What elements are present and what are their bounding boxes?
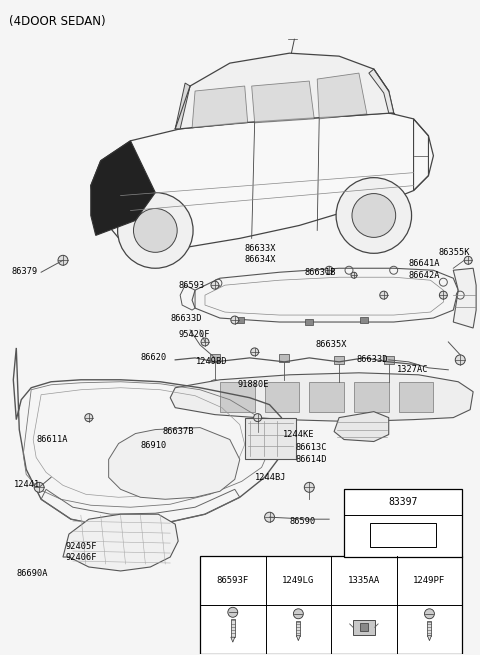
Polygon shape bbox=[91, 113, 433, 248]
Text: 86641A: 86641A bbox=[408, 259, 440, 268]
Circle shape bbox=[278, 380, 290, 392]
Circle shape bbox=[209, 380, 221, 392]
Polygon shape bbox=[170, 373, 473, 422]
Text: 1249LG: 1249LG bbox=[282, 576, 314, 585]
Text: 86633X: 86633X bbox=[245, 244, 276, 253]
Polygon shape bbox=[369, 69, 394, 113]
Circle shape bbox=[333, 382, 345, 394]
Bar bbox=[334, 356, 344, 364]
Circle shape bbox=[253, 414, 262, 422]
Polygon shape bbox=[334, 411, 389, 441]
Text: 86611A: 86611A bbox=[36, 435, 68, 444]
Circle shape bbox=[228, 607, 238, 617]
Polygon shape bbox=[192, 269, 458, 322]
Circle shape bbox=[383, 382, 395, 394]
Text: 1244KE: 1244KE bbox=[282, 430, 314, 439]
Text: 86614D: 86614D bbox=[295, 455, 327, 464]
Circle shape bbox=[351, 272, 357, 278]
Bar bbox=[210, 354, 220, 362]
Text: 86634X: 86634X bbox=[245, 255, 276, 264]
Polygon shape bbox=[175, 83, 190, 129]
Circle shape bbox=[439, 291, 447, 299]
Circle shape bbox=[133, 208, 177, 252]
Bar bbox=[344, 489, 462, 557]
Polygon shape bbox=[317, 73, 367, 119]
Circle shape bbox=[58, 255, 68, 265]
Bar bbox=[309, 382, 344, 411]
Polygon shape bbox=[175, 53, 394, 129]
Text: 86637B: 86637B bbox=[162, 427, 194, 436]
Text: 86633D: 86633D bbox=[357, 356, 388, 364]
Text: (4DOOR SEDAN): (4DOOR SEDAN) bbox=[9, 15, 106, 28]
Circle shape bbox=[34, 482, 44, 493]
Text: 86635X: 86635X bbox=[315, 341, 347, 349]
Text: 92405F: 92405F bbox=[66, 542, 97, 551]
Polygon shape bbox=[192, 86, 248, 128]
Bar bbox=[220, 382, 255, 411]
Text: 86631B: 86631B bbox=[304, 268, 336, 276]
Circle shape bbox=[293, 608, 303, 619]
Polygon shape bbox=[231, 637, 235, 642]
Text: 86642A: 86642A bbox=[408, 271, 440, 280]
Text: 1335AA: 1335AA bbox=[348, 576, 380, 585]
Circle shape bbox=[424, 608, 434, 619]
Text: 91880E: 91880E bbox=[238, 381, 269, 389]
Bar bbox=[384, 356, 394, 364]
Circle shape bbox=[211, 281, 219, 289]
Text: 1249BD: 1249BD bbox=[196, 358, 228, 366]
Circle shape bbox=[118, 193, 193, 269]
Bar bbox=[296, 621, 300, 636]
Circle shape bbox=[464, 256, 472, 264]
Bar bbox=[305, 319, 313, 325]
Text: 1244BJ: 1244BJ bbox=[255, 473, 286, 482]
Text: 1249PF: 1249PF bbox=[413, 576, 445, 585]
Circle shape bbox=[380, 291, 388, 299]
Circle shape bbox=[336, 178, 411, 253]
Bar bbox=[360, 624, 368, 631]
Polygon shape bbox=[108, 428, 240, 499]
Text: 86590: 86590 bbox=[289, 517, 316, 526]
Polygon shape bbox=[296, 636, 300, 641]
Text: 1327AC: 1327AC bbox=[396, 365, 428, 374]
Bar bbox=[360, 317, 368, 323]
Polygon shape bbox=[453, 269, 476, 328]
Circle shape bbox=[304, 482, 314, 493]
Bar bbox=[200, 556, 462, 654]
Text: 86690A: 86690A bbox=[16, 569, 48, 578]
Text: 86910: 86910 bbox=[141, 441, 167, 450]
Text: 83397: 83397 bbox=[388, 497, 418, 507]
Bar bbox=[279, 354, 289, 362]
Circle shape bbox=[455, 355, 465, 365]
Bar bbox=[231, 619, 235, 637]
Text: 86613C: 86613C bbox=[295, 443, 327, 452]
Polygon shape bbox=[428, 636, 432, 641]
Bar bbox=[428, 621, 432, 636]
Text: 86633D: 86633D bbox=[170, 314, 202, 322]
Bar bbox=[399, 382, 433, 411]
Circle shape bbox=[352, 194, 396, 237]
Polygon shape bbox=[252, 81, 314, 123]
Bar bbox=[354, 382, 389, 411]
Bar bbox=[370, 523, 436, 547]
Text: 86593F: 86593F bbox=[216, 576, 249, 585]
Circle shape bbox=[201, 338, 209, 346]
Text: 92406F: 92406F bbox=[66, 553, 97, 561]
Bar bbox=[236, 317, 244, 323]
Bar bbox=[353, 620, 375, 635]
Text: 86593: 86593 bbox=[178, 281, 204, 290]
Text: 86379: 86379 bbox=[12, 267, 37, 276]
Text: 12441: 12441 bbox=[14, 480, 40, 489]
Polygon shape bbox=[91, 141, 156, 235]
Circle shape bbox=[325, 267, 333, 274]
Circle shape bbox=[264, 512, 275, 522]
Bar bbox=[245, 418, 296, 459]
Circle shape bbox=[85, 414, 93, 422]
Circle shape bbox=[231, 316, 239, 324]
Text: 86355K: 86355K bbox=[438, 248, 470, 257]
Bar bbox=[264, 382, 300, 411]
Text: 95420F: 95420F bbox=[178, 331, 210, 339]
Circle shape bbox=[251, 348, 259, 356]
Polygon shape bbox=[63, 514, 178, 571]
Text: 86620: 86620 bbox=[141, 353, 167, 362]
